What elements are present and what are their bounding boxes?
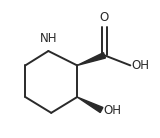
Text: OH: OH (132, 59, 150, 72)
Polygon shape (77, 53, 105, 65)
Text: NH: NH (40, 32, 57, 45)
Text: O: O (100, 11, 109, 24)
Polygon shape (77, 97, 103, 112)
Text: OH: OH (103, 104, 121, 117)
